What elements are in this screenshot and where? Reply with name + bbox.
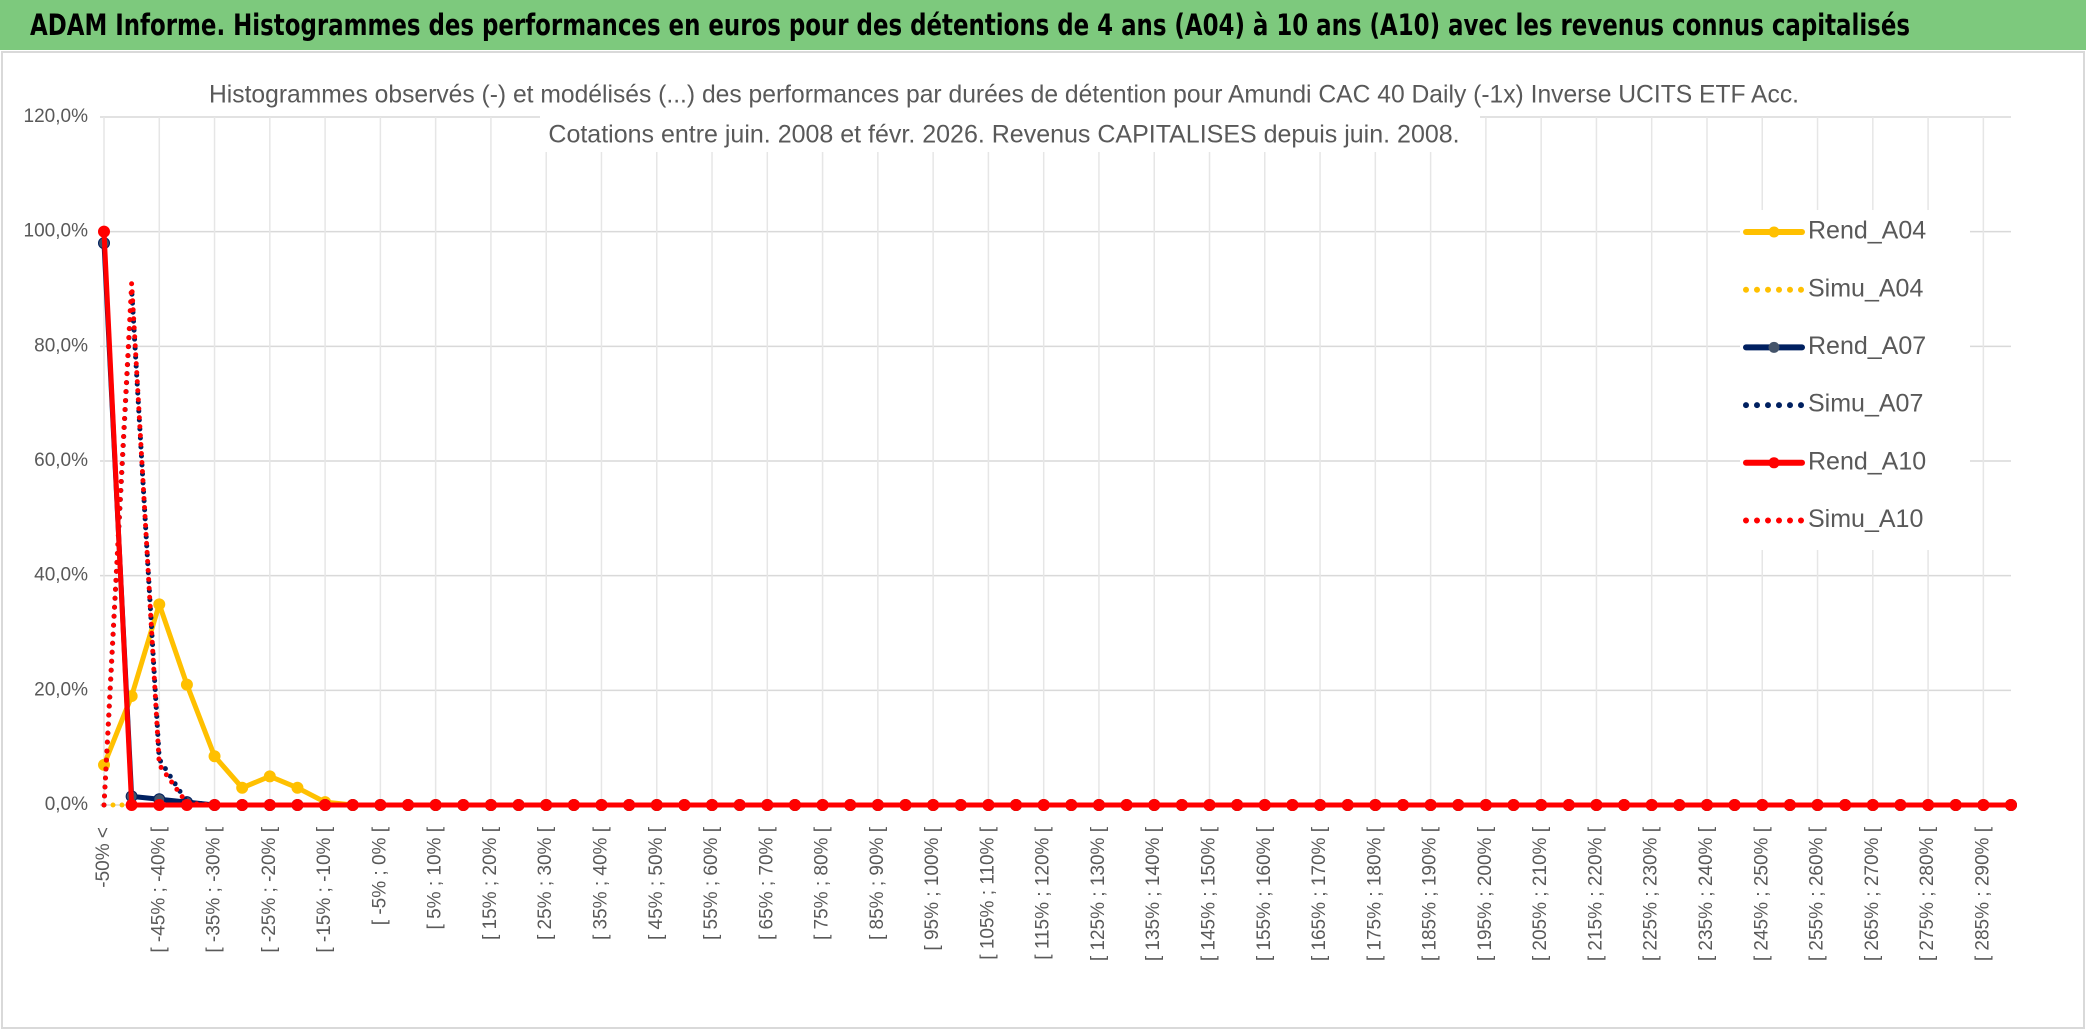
legend-label: Rend_A10 bbox=[1808, 447, 1926, 475]
marker bbox=[153, 598, 166, 611]
plot-area: 0,0% 20,0% 40,0% 60,0% 80,0% 100,0% 120,0% -50%… bbox=[24, 106, 2017, 961]
title-bg bbox=[190, 74, 1830, 110]
banner-title: ADAM Informe. Histogrammes des performan… bbox=[30, 8, 1910, 42]
marker bbox=[180, 678, 193, 691]
x-tick-label: [ 15% ; 20% [ bbox=[480, 826, 501, 940]
x-tick-label: [ 35% ; 40% [ bbox=[590, 826, 611, 940]
x-tick-label: [ 215% ; 220% [ bbox=[1585, 826, 1606, 961]
x-tick-label: [ 95% ; 100% [ bbox=[922, 826, 943, 950]
x-tick-label: [ 5% ; 10% [ bbox=[425, 826, 446, 929]
x-tick-label: [ 285% ; 290% [ bbox=[1972, 826, 1993, 961]
legend-label: Rend_A07 bbox=[1808, 332, 1926, 360]
marker bbox=[153, 799, 166, 811]
x-tick-label: -50% < bbox=[93, 827, 114, 888]
marker bbox=[98, 225, 110, 238]
y-tick-label: 80,0% bbox=[34, 335, 88, 356]
marker bbox=[208, 750, 221, 763]
x-tick-label: [ 185% ; 190% [ bbox=[1420, 826, 1441, 961]
legend-box bbox=[1740, 210, 1970, 550]
x-tick-label: [ 275% ; 280% [ bbox=[1917, 826, 1938, 961]
marker bbox=[263, 770, 276, 783]
x-tick-label: [ -45% ; -40% [ bbox=[148, 826, 169, 952]
legend-label: Simu_A10 bbox=[1808, 505, 1923, 533]
x-tick-label: [ 255% ; 260% [ bbox=[1807, 826, 1828, 961]
marker bbox=[236, 781, 249, 794]
banner bbox=[0, 0, 2086, 50]
chart-subtitle: Cotations entre juin. 2008 et févr. 2026… bbox=[548, 121, 1459, 149]
x-tick-label: [ 85% ; 90% [ bbox=[867, 826, 888, 940]
x-tick-label: [ 115% ; 120% [ bbox=[1033, 826, 1054, 959]
marker bbox=[125, 799, 138, 811]
x-tick-label: [ 195% ; 200% [ bbox=[1475, 826, 1496, 961]
x-tick-label: [ 55% ; 60% [ bbox=[701, 826, 722, 940]
x-tick-label: [ 25% ; 30% [ bbox=[535, 826, 556, 940]
dotted-line bbox=[101, 280, 2014, 808]
x-tick-label: [ 235% ; 240% [ bbox=[1696, 826, 1717, 961]
subtitle-bg bbox=[540, 116, 1480, 152]
x-tick-label: [ 155% ; 160% [ bbox=[1254, 826, 1275, 961]
x-tick-label: [ -15% ; -10% [ bbox=[314, 826, 335, 952]
x-tick-label: [ 45% ; 50% [ bbox=[646, 826, 667, 940]
legend-label: Simu_A07 bbox=[1808, 390, 1923, 418]
chart-title: Histogrammes observés (-) et modélisés (… bbox=[209, 81, 1799, 109]
x-tick-label: [ 105% ; 110% [ bbox=[977, 826, 998, 959]
legend-marker bbox=[1768, 341, 1780, 353]
legend-marker bbox=[1768, 457, 1780, 469]
x-tick-label: [ 205% ; 210% [ bbox=[1530, 826, 1551, 961]
x-tick-label: [ 145% ; 150% [ bbox=[1199, 826, 1220, 961]
x-tick-label: [ -25% ; -20% [ bbox=[259, 826, 280, 952]
x-tick-label: [ 65% ; 70% [ bbox=[756, 826, 777, 940]
y-tick-label: 120,0% bbox=[24, 106, 89, 127]
x-tick-label: [ 165% ; 170% [ bbox=[1309, 826, 1330, 961]
x-tick-label: [ 75% ; 80% [ bbox=[812, 826, 833, 940]
legend-label: Rend_A04 bbox=[1808, 217, 1926, 245]
x-tick-label: [ 245% ; 250% [ bbox=[1751, 826, 1772, 961]
legend-marker bbox=[1768, 226, 1780, 238]
x-tick-label: [ 135% ; 140% [ bbox=[1143, 826, 1164, 961]
y-tick-label: 100,0% bbox=[24, 221, 89, 242]
y-tick-label: 0,0% bbox=[45, 794, 88, 815]
x-tick-label: [ 265% ; 270% [ bbox=[1862, 826, 1883, 961]
x-tick-label: [ -35% ; -30% [ bbox=[204, 826, 225, 952]
y-tick-label: 60,0% bbox=[34, 450, 88, 471]
marker bbox=[291, 781, 304, 794]
x-tick-label: [ 175% ; 180% [ bbox=[1364, 826, 1385, 961]
legend-label: Simu_A04 bbox=[1808, 274, 1923, 302]
x-tick-label: [ 225% ; 230% [ bbox=[1641, 826, 1662, 961]
x-tick-label: [ 125% ; 130% [ bbox=[1088, 826, 1109, 961]
y-tick-label: 20,0% bbox=[34, 679, 88, 700]
x-tick-label: [ -5% ; 0% [ bbox=[369, 826, 390, 925]
y-tick-label: 40,0% bbox=[34, 565, 88, 586]
chart-border bbox=[1, 51, 2085, 1029]
